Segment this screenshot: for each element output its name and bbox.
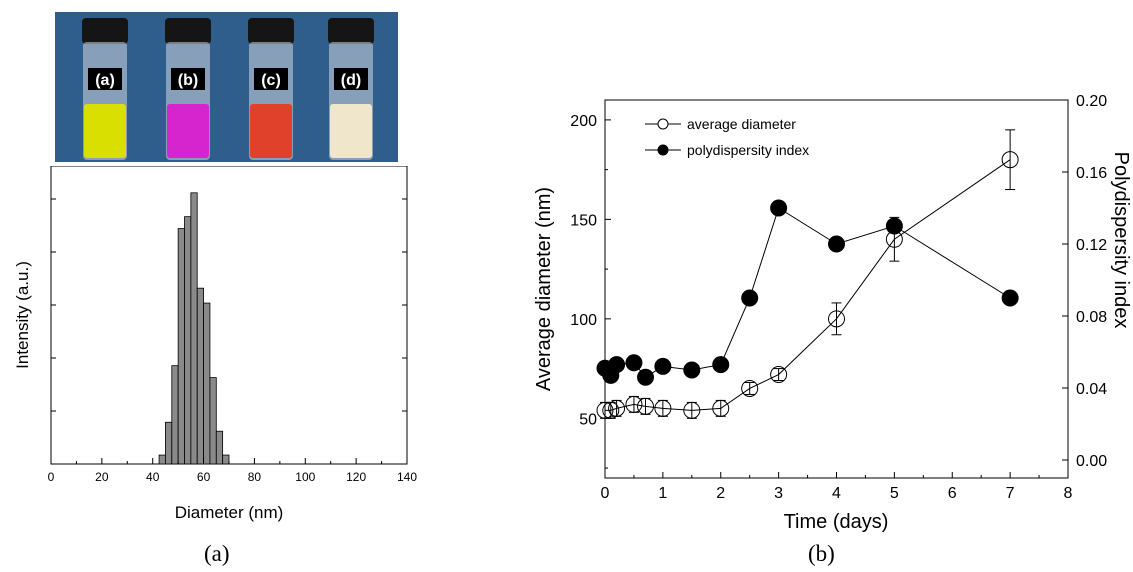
panel-caption-b: (b) xyxy=(808,541,835,566)
vial-label: (a) xyxy=(95,72,115,89)
stability-chart: 0 1 2 3 4 5 6 7 8 50 100 150 200 0.00 0.04 0.08 0.12 0.16… xyxy=(533,93,1130,533)
x-tick-label: 3 xyxy=(774,485,783,502)
y-tick-label: 150 xyxy=(570,212,597,229)
vial-label-plate xyxy=(254,68,288,90)
histogram-bar xyxy=(203,302,211,465)
x-tick-label: 8 xyxy=(1064,485,1073,502)
pdi-point xyxy=(741,289,759,307)
diameter-point xyxy=(1001,151,1019,169)
diameter-point xyxy=(625,395,643,413)
diameter-point xyxy=(654,399,672,417)
plot-frame xyxy=(50,166,408,465)
histogram-bar xyxy=(215,430,224,465)
histogram-bar xyxy=(165,421,173,465)
legend-marker xyxy=(657,144,669,156)
y-axis-label: Intensity (a.u.) xyxy=(13,261,32,369)
legend-label: polydispersity index xyxy=(687,142,809,158)
vial-cap xyxy=(82,18,128,44)
pdi-point xyxy=(625,354,643,372)
x-tick-label: 6 xyxy=(948,485,957,502)
vial: (d) xyxy=(328,18,374,160)
plot-frame xyxy=(604,99,1069,479)
vial-cap xyxy=(248,18,294,44)
diameter-point xyxy=(828,310,845,328)
y2-tick-label: 0.04 xyxy=(1076,381,1107,398)
vial-label-plate xyxy=(334,68,368,90)
vial: (c) xyxy=(248,18,294,160)
y-tick-label: 50 xyxy=(579,411,597,428)
x-tick-label: 100 xyxy=(295,470,315,484)
histogram-bar xyxy=(190,192,198,465)
histogram-bar xyxy=(158,454,166,465)
vial: (b) xyxy=(165,18,211,160)
diameter-point xyxy=(770,366,788,384)
x-tick-label: 7 xyxy=(1006,485,1015,502)
x-axis-label: Diameter (nm) xyxy=(175,503,284,522)
y-tick-label: 100 xyxy=(570,312,597,329)
y2-axis-label: Polydispersity index xyxy=(1110,152,1130,329)
vial-liquid xyxy=(84,104,126,158)
diameter-point xyxy=(712,399,730,417)
x-tick-label: 20 xyxy=(95,470,109,484)
x-tick-label: 1 xyxy=(658,485,667,502)
diameter-point xyxy=(608,399,626,417)
vial-label: (c) xyxy=(261,72,281,89)
diameter-point xyxy=(741,379,759,397)
y2-tick-label: 0.00 xyxy=(1076,453,1107,470)
vials-photo: (a) (b) (c) (d) xyxy=(55,12,398,162)
vial-cap xyxy=(328,18,374,44)
vial-liquid xyxy=(167,104,209,158)
pdi-point xyxy=(637,368,655,386)
vial-label: (b) xyxy=(178,72,198,89)
x-tick-label: 5 xyxy=(890,485,899,502)
vial-label: (d) xyxy=(341,72,361,89)
histogram-bar xyxy=(222,454,230,465)
histogram-bar xyxy=(177,228,185,465)
size-distribution-chart: 0 20 40 60 80 100 120 140 Diameter (nm) Intensi… xyxy=(13,166,417,522)
y2-tick-label: 0.16 xyxy=(1076,165,1107,182)
pdi-point xyxy=(712,356,730,374)
y-tick-label: 200 xyxy=(570,113,597,130)
histogram-bar xyxy=(171,365,179,465)
histogram-bar xyxy=(196,287,204,465)
panel-caption-a: (a) xyxy=(204,541,230,566)
x-tick-label: 2 xyxy=(716,485,725,502)
vial-label-plate xyxy=(171,68,205,90)
x-tick-label: 120 xyxy=(346,470,366,484)
diameter-point xyxy=(637,397,655,415)
diameter-point xyxy=(683,401,701,419)
pdi-point xyxy=(828,235,845,253)
vial-label-plate xyxy=(88,68,122,90)
histogram-bar xyxy=(184,216,192,465)
x-tick-label: 140 xyxy=(397,470,417,484)
y-axis-label: Average diameter (nm) xyxy=(533,187,555,391)
vial: (a) xyxy=(82,18,128,160)
legend-label: average diameter xyxy=(687,116,796,132)
pdi-point xyxy=(608,356,626,374)
histogram-bar xyxy=(209,377,217,465)
pdi-point xyxy=(654,357,672,375)
x-tick-label: 80 xyxy=(248,470,262,484)
pdi-point xyxy=(770,199,788,217)
x-axis-label: Time (days) xyxy=(784,511,889,533)
x-tick-label: 4 xyxy=(832,485,841,502)
vial-cap xyxy=(165,18,211,44)
y2-tick-label: 0.08 xyxy=(1076,309,1107,326)
pdi-point xyxy=(683,361,701,379)
y2-tick-label: 0.20 xyxy=(1076,93,1107,110)
y2-tick-label: 0.12 xyxy=(1076,237,1107,254)
pdi-point xyxy=(885,217,903,235)
x-tick-label: 0 xyxy=(48,470,55,484)
vial-liquid xyxy=(330,104,372,158)
diameter-point xyxy=(596,401,614,419)
vial-liquid xyxy=(250,104,292,158)
pdi-point xyxy=(1001,289,1019,307)
x-tick-label: 40 xyxy=(146,470,160,484)
legend-marker xyxy=(657,118,669,130)
x-tick-label: 0 xyxy=(601,485,610,502)
x-tick-label: 60 xyxy=(197,470,211,484)
